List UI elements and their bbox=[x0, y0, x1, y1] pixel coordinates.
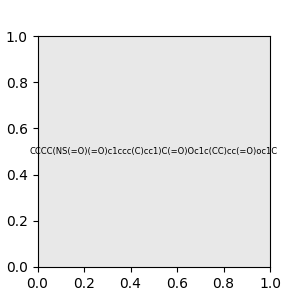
Text: CCCC(NS(=O)(=O)c1ccc(C)cc1)C(=O)Oc1c(CC)cc(=O)oc1C: CCCC(NS(=O)(=O)c1ccc(C)cc1)C(=O)Oc1c(CC)… bbox=[30, 147, 278, 156]
